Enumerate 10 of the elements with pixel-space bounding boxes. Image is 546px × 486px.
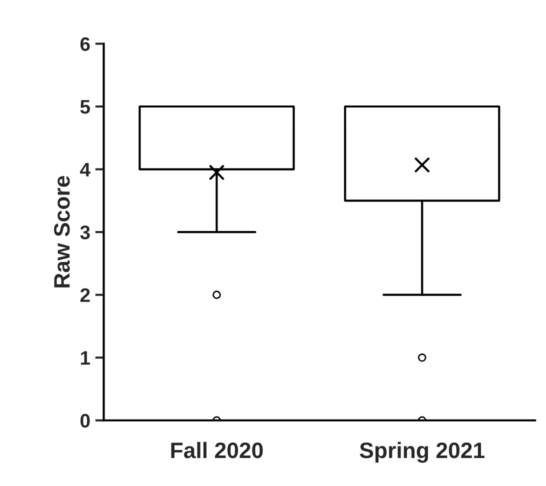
y-tick-label: 3 (80, 226, 90, 240)
y-tick-label: 2 (80, 288, 90, 302)
y-tick-label: 1 (80, 351, 90, 365)
y-axis-title: Raw Score (54, 176, 70, 288)
x-tick-label: Fall 2020 (171, 442, 263, 458)
y-tick-label: 5 (80, 100, 90, 114)
y-tick-label: 4 (80, 162, 90, 176)
x-tick-label: Spring 2021 (360, 442, 484, 463)
y-tick-label: 6 (80, 37, 90, 51)
y-tick-label: 0 (80, 414, 90, 428)
